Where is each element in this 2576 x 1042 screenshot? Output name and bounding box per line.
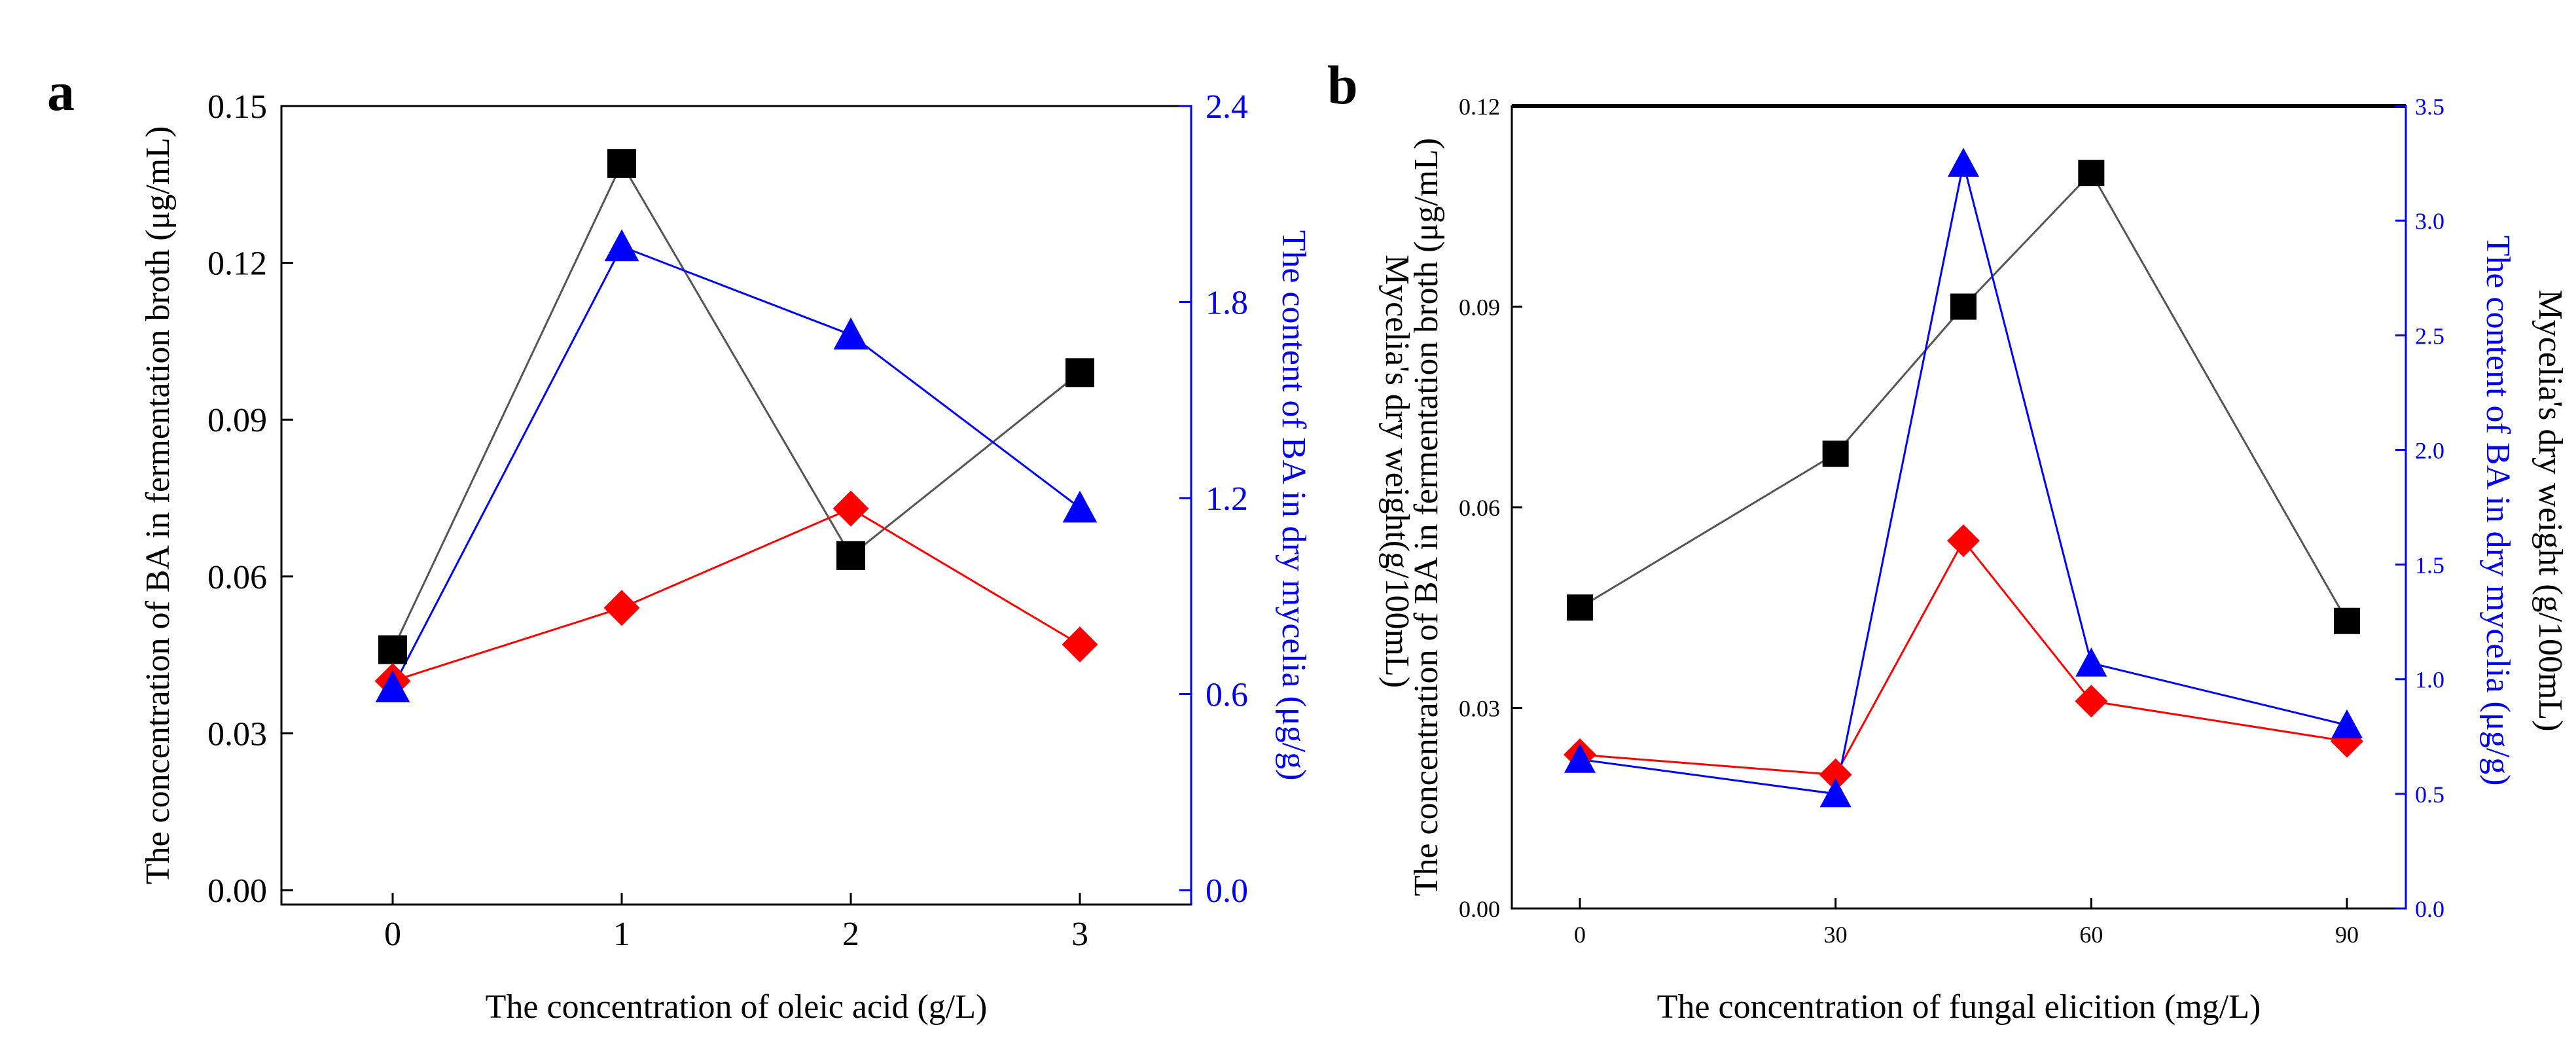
panel-a-point-triangle [375,670,410,702]
panel-a-plot-frame [280,105,1192,906]
panel-b-right-y-tick-label: 3.0 [2415,208,2444,234]
panel-b-inner-y-axis-title: Mycelia's dry weight(g/100mL) [1378,255,1416,688]
panel-a-y-tick-label: 0.03 [207,715,267,753]
panel-a-y-tick-label: 0.00 [207,872,267,910]
panel-a-point-square [836,541,865,570]
panel-b-point-diamond [1947,524,1980,558]
panel-a-right-y-tick-label: 0.6 [1206,677,1248,714]
panel-b-y-tick-label: 0.12 [1459,94,1500,120]
panel-b-right-y-axis-title: The content of BA in dry mycelia (μg/g) [2479,236,2516,786]
panel-a-x-axis-title: The concentration of oleic acid (g/L) [486,988,988,1026]
panel-b-x-tick-label: 30 [1824,922,1848,948]
panel-a-right-y-tick-label: 1.2 [1206,480,1248,518]
panel-b-y-tick-label: 0.06 [1459,495,1500,521]
panel-b-point-triangle [1948,147,1979,177]
panel-b-right-y-tick-label: 0.0 [2415,896,2444,922]
panel-a-right-y-axis-title: The content of BA in dry mycelia (μg/g) [1275,230,1312,781]
panel-a-point-triangle [1062,490,1098,523]
panel-b-right-y-tick-label: 1.0 [2415,667,2444,693]
panel-a-right-y-tick-label: 1.8 [1206,285,1248,322]
panel-b-x-tick-label: 90 [2335,922,2359,948]
panel-b-point-triangle [2075,647,2107,677]
panel-a-right-y-tick-label: 2.4 [1206,88,1248,126]
panel-b-point-triangle [1564,744,1596,773]
panel-a-series-line-square [391,161,1081,651]
panel-b-point-diamond [1819,758,1852,791]
panel-a-point-square [378,635,407,664]
panel-a-point-diamond [603,590,640,626]
panel-b-far-right-y-axis-title: Mycelia's dry weight (g/100mL) [2531,289,2569,731]
panel-a-point-square [607,149,636,178]
panel-a-y-tick-label: 0.09 [207,402,267,439]
panel-a-x-tick-label: 0 [384,916,401,953]
panel-a-point-triangle [604,229,639,262]
panel-a-point-diamond [832,490,869,527]
panel-b-right-y-tick-label: 1.5 [2415,552,2444,579]
panel-b-point-triangle [1819,778,1851,808]
panel-b-right-y-tick-label: 0.5 [2415,782,2444,808]
panel-a-y-axis-title: The concentration of BA in fermentation … [139,126,177,885]
panel-a-point-diamond [1062,626,1098,663]
panel-a-series-line-diamond [392,507,1081,682]
panel-b-x-tick-label: 60 [2079,922,2103,948]
panel-b-right-y-tick-label: 2.5 [2415,323,2444,349]
panel-a-y-tick-label: 0.15 [207,88,267,126]
panel-b-x-tick-label: 0 [1574,922,1586,948]
panel-b-series-line-diamond [1579,539,2348,776]
panel-b-y-tick-label: 0.03 [1459,696,1500,722]
panel-b-point-triangle [2331,709,2363,739]
panel-a-chart: 0.00 0.03 0.06 0.09 0.12 0.15 0.0 0.6 1.2 1.8 2.4… [139,88,1312,1026]
panel-b-point-square [2078,160,2105,187]
panel-a-x-tick-label: 3 [1071,916,1088,953]
panel-b-chart: 0.00 0.03 0.06 0.09 0.12 0.0 0.5 1.0 1.5 2.0 2.5 3… [1378,94,2569,1026]
panel-b-point-square [2334,607,2360,634]
panel-a-y-tick-label: 0.12 [207,245,267,283]
panel-b-right-y-tick-label: 2.0 [2415,437,2444,463]
panel-b-series-line-triangle [1579,163,2348,795]
panel-b-y-tick-label: 0.00 [1459,896,1500,922]
panel-b-point-square [1950,293,1977,320]
panel-b-plot-frame [1511,105,2407,910]
panel-b-letter: b [1327,55,1358,116]
panel-b-point-square [1567,594,1593,621]
panel-a-point-triangle [833,317,868,350]
panel-b-right-y-tick-label: 3.5 [2415,94,2444,120]
panel-b-x-axis-title: The concentration of fungal elicition (m… [1657,988,2261,1026]
panel-b-point-diamond [2075,685,2108,718]
panel-b-y-axis-title: The concentration of BA in fermentation … [1408,138,1445,897]
panel-a-series-line-triangle [391,245,1081,689]
panel-b-point-square [1822,440,1849,467]
panel-a-y-tick-label: 0.06 [207,559,267,596]
panel-a-right-y-tick-label: 0.0 [1206,872,1248,910]
panel-a-letter: a [47,62,75,122]
panel-a-point-square [1065,358,1094,387]
panel-a-x-tick-label: 1 [613,916,630,953]
panel-a-x-tick-label: 2 [842,916,859,953]
panel-b-y-tick-label: 0.09 [1459,295,1500,321]
